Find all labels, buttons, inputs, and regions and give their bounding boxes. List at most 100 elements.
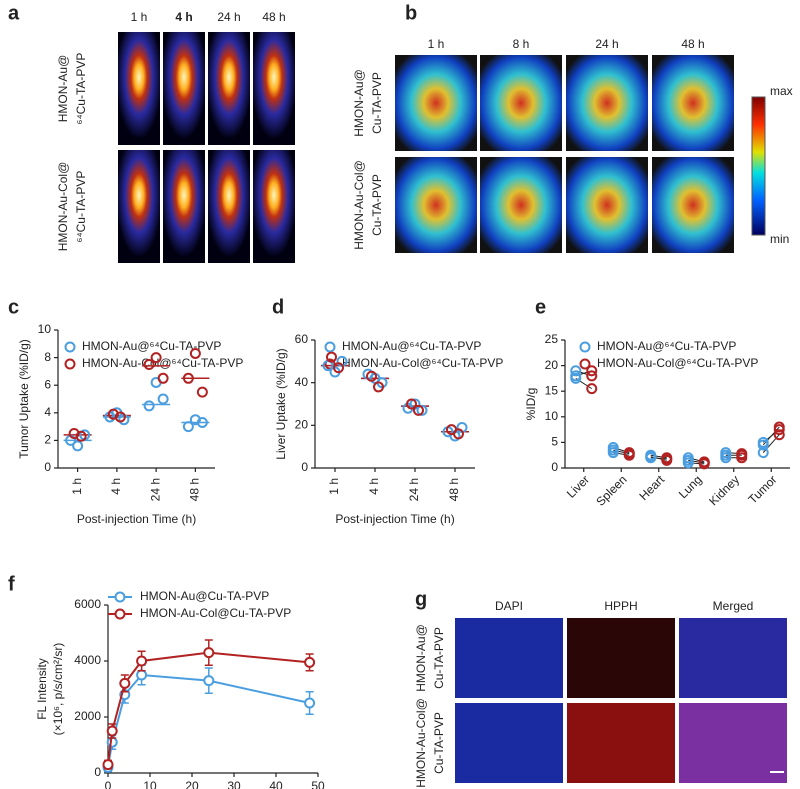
y-axis-title: %ID/g [524, 388, 538, 421]
axes [107, 605, 318, 774]
row-label: HMON-Au@ [414, 624, 428, 692]
data-point [196, 386, 208, 398]
y-tick-label: 10 [38, 322, 52, 336]
x-tick-label: 0 [105, 779, 112, 789]
data-point [304, 656, 316, 668]
colorbar [751, 96, 766, 236]
row-label: Cu-TA-PVP [432, 712, 446, 774]
legend-label: HMON-Au@Cu-TA-PVP [140, 589, 269, 603]
microscopy-image [455, 618, 563, 698]
row-label: HMON-Au@ [352, 69, 366, 137]
row-label: Cu-TA-PVP [370, 72, 384, 134]
y-tick-label: 6000 [74, 597, 101, 611]
data-point [182, 372, 194, 384]
x-tick-label: 40 [269, 779, 283, 789]
x-axis-title: Post-injection Time (h) [77, 512, 196, 526]
x-tick-label: 20 [185, 779, 199, 789]
panel-letter: a [8, 2, 20, 24]
data-point [757, 436, 769, 448]
x-tick-label: 48 h [188, 478, 202, 501]
data-point [150, 352, 162, 364]
column-header: DAPI [495, 599, 523, 613]
panel-letter: g [415, 588, 427, 610]
panel-letter: f [8, 573, 15, 595]
data-point [586, 383, 598, 395]
data-point [607, 447, 619, 459]
column-header: HPPH [604, 599, 637, 613]
row-label: HMON-Au-Col@ [352, 160, 366, 250]
row-label: HMON-Au@ [56, 55, 70, 123]
legend-marker [64, 358, 76, 370]
data-point [570, 365, 582, 377]
data-point [72, 440, 84, 452]
fluorescence-image [395, 55, 477, 151]
fluorescence-image [395, 157, 477, 253]
data-point [623, 449, 635, 461]
time-label: 48 h [681, 37, 704, 51]
panel-letter: c [8, 296, 19, 318]
data-point [143, 400, 155, 412]
row-label: ⁶⁴Cu-TA-PVP [74, 171, 88, 243]
data-point [406, 398, 417, 410]
row-label: Cu-TA-PVP [370, 174, 384, 236]
data-point [736, 448, 748, 460]
microscopy-image [679, 703, 787, 783]
y-axis-title: FL Intensity [35, 658, 49, 720]
legend-marker [324, 341, 336, 353]
legend-label: HMON-Au-Col@Cu-TA-PVP [140, 606, 291, 620]
data-point [773, 424, 785, 436]
pet-image [208, 32, 250, 145]
row-label: Cu-TA-PVP [432, 627, 446, 689]
fluorescence-image [480, 55, 562, 151]
y-tick-label: 0 [94, 765, 101, 779]
pet-image [208, 150, 250, 263]
time-label: 1 h [131, 10, 148, 24]
column-header: Merged [713, 599, 754, 613]
time-label: 24 h [595, 37, 618, 51]
x-tick-label: 50 [311, 779, 325, 789]
time-label: 8 h [513, 37, 530, 51]
legend-label: HMON-Au@⁶⁴Cu-TA-PVP [82, 339, 221, 353]
data-point [682, 457, 694, 469]
time-label: 24 h [217, 10, 240, 24]
legend-label: HMON-Au@⁶⁴Cu-TA-PVP [342, 339, 481, 353]
data-point [114, 411, 126, 423]
data-point [203, 647, 215, 659]
data-point [157, 393, 169, 405]
microscopy-image [679, 618, 787, 698]
data-point [143, 359, 155, 370]
x-tick-label: 4 h [109, 478, 123, 495]
pet-image [253, 150, 295, 263]
legend-marker [114, 608, 126, 620]
colorbar-min: min [770, 232, 789, 246]
y-tick-label: 0 [44, 460, 51, 474]
time-label: 1 h [428, 37, 445, 51]
data-point [326, 351, 337, 363]
data-point [136, 655, 148, 667]
data-point [453, 428, 464, 440]
x-tick-label: Lung [676, 472, 705, 501]
data-point [645, 452, 657, 464]
y-tick-label: 40 [295, 375, 309, 389]
x-tick-label: 48 h [447, 478, 461, 501]
data-point [119, 677, 131, 689]
data-point [189, 347, 201, 359]
pet-image [118, 150, 160, 263]
data-point [136, 669, 148, 681]
data-point [157, 372, 169, 384]
data-point [413, 404, 424, 416]
legend-label: HMON-Au-Col@⁶⁴Cu-TA-PVP [82, 356, 243, 370]
data-point [773, 429, 785, 441]
y-tick-label: 4 [44, 405, 51, 419]
data-point [757, 447, 769, 459]
pet-image [118, 32, 160, 145]
data-point [182, 421, 194, 433]
legend-label: HMON-Au@⁶⁴Cu-TA-PVP [597, 339, 736, 353]
y-tick-label: 6 [44, 377, 51, 391]
y-axis-title: Liver Uptake (%ID/g) [274, 348, 288, 459]
row-label: ⁶⁴Cu-TA-PVP [74, 53, 88, 125]
x-tick-label: Spleen [593, 472, 629, 508]
data-point [196, 416, 208, 428]
data-point [75, 430, 87, 442]
